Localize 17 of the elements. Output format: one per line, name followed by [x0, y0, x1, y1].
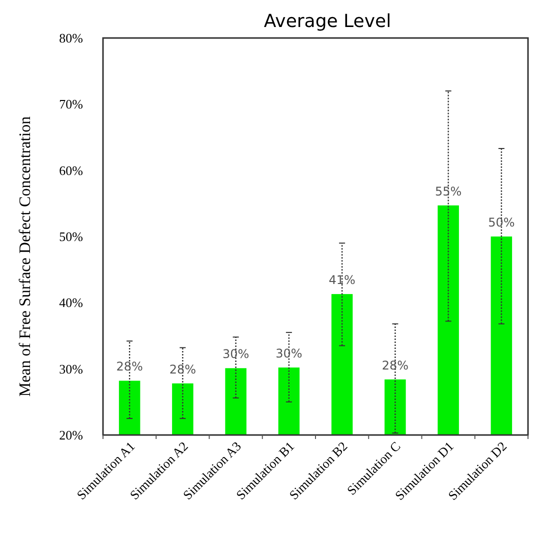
data-label: 55% [434, 184, 462, 198]
y-tick-label: 70% [59, 96, 84, 112]
data-label: 28% [382, 358, 409, 372]
y-tick-label: 60% [59, 162, 84, 178]
y-tick-label: 20% [59, 428, 84, 443]
y-axis-title: Mean of Free Surface Defect Concentration [17, 116, 34, 397]
data-label: 30% [222, 347, 250, 362]
data-label: 50% [488, 216, 515, 230]
data-label: 28% [169, 362, 196, 376]
y-tick-label: 40% [59, 295, 84, 310]
y-tick-label: 30% [59, 361, 84, 376]
y-tick-label: 50% [59, 229, 84, 244]
y-tick-label: 80% [59, 30, 84, 46]
data-label: 28% [116, 360, 143, 374]
chart-title: Average Level [264, 11, 392, 32]
data-label: 30% [276, 346, 302, 361]
data-label: 41% [328, 273, 356, 288]
